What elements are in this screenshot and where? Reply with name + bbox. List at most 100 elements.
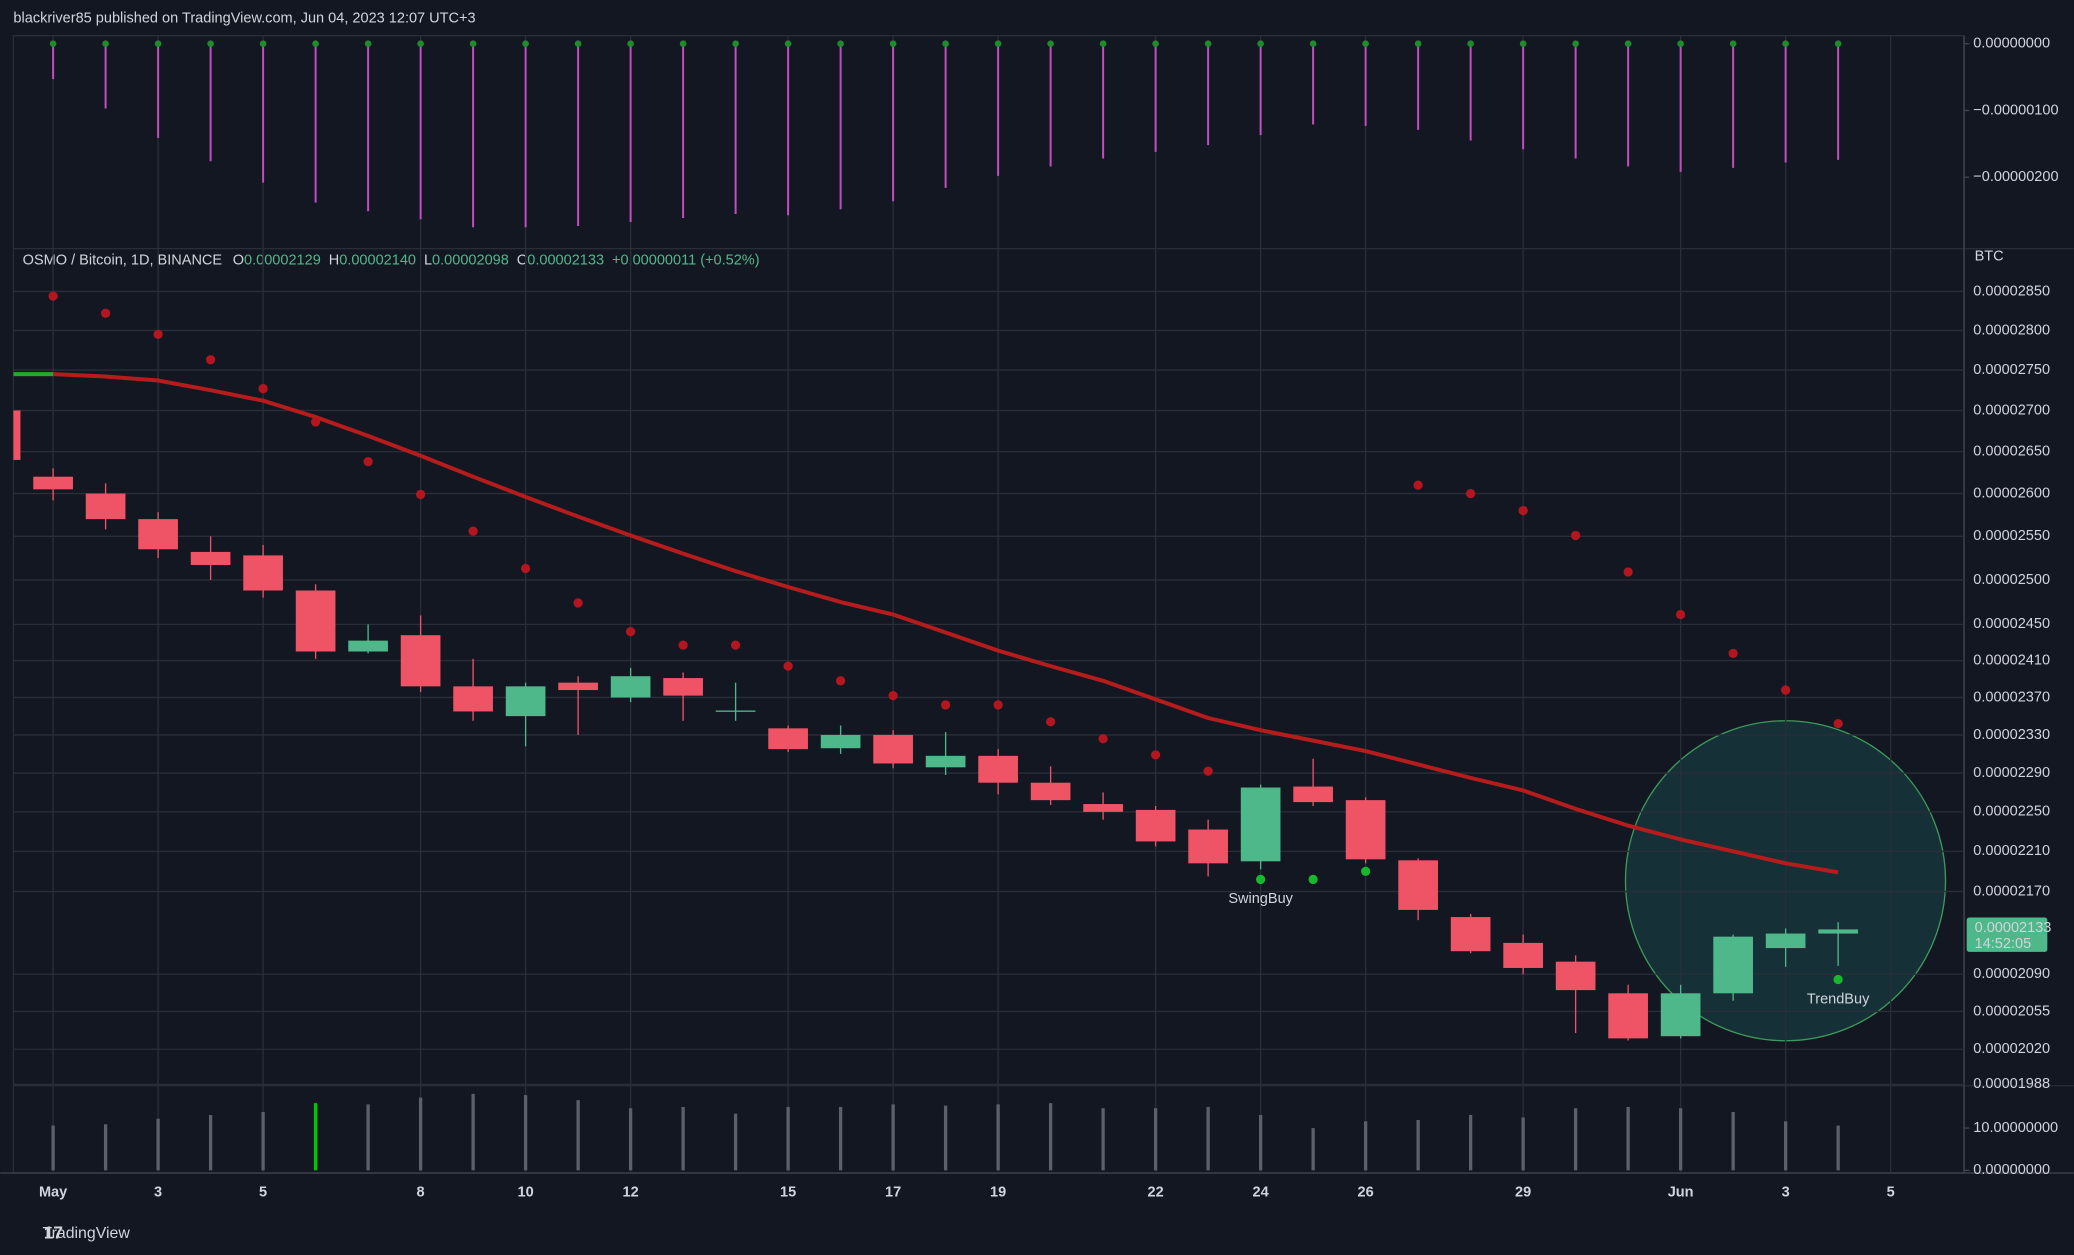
candle-body [295, 590, 336, 652]
x-tick-label: 19 [990, 1185, 1006, 1201]
zero-marker [679, 40, 687, 48]
x-tick-label: May [39, 1185, 67, 1201]
zero-marker [1624, 40, 1632, 48]
zero-marker [1204, 40, 1212, 48]
signal-dot [100, 308, 111, 318]
y-tick-label: 0.00002600 [1973, 485, 2050, 501]
y-tick-label: 0.00002090 [1973, 966, 2050, 982]
candle-body [1345, 800, 1386, 860]
y-tick-label: 0.00002250 [1973, 804, 2050, 820]
signal-dot [310, 417, 321, 427]
signal-dot [1781, 685, 1791, 695]
x-tick-label: 8 [417, 1185, 425, 1201]
signal-dot [1676, 609, 1686, 620]
x-tick-label: 10 [518, 1185, 534, 1201]
zero-marker [49, 40, 57, 48]
signal-dot [363, 456, 373, 467]
y-tick-label: 0.00001988 [1973, 1076, 2050, 1092]
y-tick-label: −0.00000100 [1973, 102, 2058, 118]
zero-marker [994, 40, 1002, 48]
candle-body [1030, 782, 1071, 801]
candle-body [348, 640, 388, 652]
y-tick-label: 0.00002330 [1973, 727, 2050, 743]
signal-dot [1518, 505, 1528, 516]
y-tick-label: 0.00002020 [1973, 1041, 2050, 1057]
candle-body [768, 728, 808, 750]
candle-body [453, 686, 493, 712]
x-tick-label: 17 [885, 1185, 901, 1201]
signal-dot [1308, 874, 1318, 885]
zero-marker [732, 40, 739, 48]
x-tick-label: 3 [1782, 1185, 1790, 1201]
x-tick-label: Jun [1668, 1185, 1694, 1201]
candle-body [1293, 786, 1333, 803]
signal-dot [1728, 648, 1738, 658]
zero-marker [1834, 40, 1842, 48]
candle-body [1450, 917, 1491, 952]
y-tick-label: 0.00000000 [1973, 36, 2050, 52]
candle-body [505, 686, 546, 717]
signal-dot [573, 598, 583, 608]
x-tick-label: 29 [1515, 1185, 1531, 1201]
zero-marker [1309, 40, 1317, 48]
candle-body [558, 682, 598, 691]
zero-marker [469, 40, 477, 48]
y-tick-label: 0.00000000 [1973, 1162, 2050, 1178]
candle-body [1713, 936, 1753, 994]
header: blackriver85 published on TradingView.co… [13, 10, 475, 26]
signal-dot [48, 291, 58, 301]
candle-body [978, 755, 1018, 783]
unit-label: BTC [1975, 248, 2004, 264]
candle-body [243, 555, 283, 591]
zero-marker [102, 40, 109, 48]
zero-marker [1729, 40, 1737, 48]
zero-marker [1257, 40, 1264, 48]
last-price-label: 0.00002133 [1975, 920, 2052, 936]
candle-body [190, 551, 231, 565]
zero-marker [574, 40, 582, 48]
signal-dot [730, 640, 741, 650]
zero-marker [207, 40, 214, 48]
x-tick-label: 5 [259, 1185, 267, 1201]
candle-body [1555, 961, 1596, 991]
candle-body [820, 734, 861, 749]
zero-marker [364, 40, 372, 48]
zero-marker [1677, 40, 1684, 48]
candle-body [1503, 942, 1543, 968]
x-tick-label: 5 [1887, 1185, 1895, 1201]
y-tick-label: 0.00002550 [1973, 528, 2050, 544]
zero-marker [1152, 40, 1159, 48]
signal-dot [1098, 734, 1108, 744]
signal-dot [1360, 866, 1371, 876]
signal-dot [1571, 530, 1581, 541]
signal-dot [625, 626, 636, 637]
candle-body [33, 476, 73, 490]
zero-marker [889, 40, 897, 48]
legend: OSMO / Bitcoin, 1D, BINANCE O0.00002129 H0… [23, 252, 760, 268]
candle-body [925, 755, 966, 768]
y-tick-label: 0.00002500 [1973, 572, 2050, 588]
signal-dot [1203, 766, 1213, 776]
y-tick-label: 0.00002370 [1973, 689, 2050, 705]
candle-body [1608, 993, 1648, 1039]
candle-body [1240, 787, 1281, 862]
y-tick-label: 0.00002450 [1973, 616, 2050, 632]
x-tick-label: 15 [780, 1185, 796, 1201]
zero-marker [1782, 40, 1789, 48]
candle-body [13, 410, 21, 460]
candle-body [1818, 929, 1858, 934]
zero-marker [259, 40, 267, 48]
candle-body [85, 493, 126, 520]
signal-dot [888, 690, 898, 701]
x-tick-label: 12 [623, 1185, 639, 1201]
zero-marker [1572, 40, 1579, 48]
x-tick-label: 22 [1148, 1185, 1164, 1201]
signal-dot [1466, 488, 1476, 499]
candle-body [1660, 993, 1701, 1037]
signal-dot [520, 563, 531, 574]
signal-dot [1833, 974, 1843, 985]
y-tick-label: 0.00002210 [1973, 843, 2050, 859]
candle-body [610, 676, 651, 698]
candle-body [663, 678, 703, 696]
